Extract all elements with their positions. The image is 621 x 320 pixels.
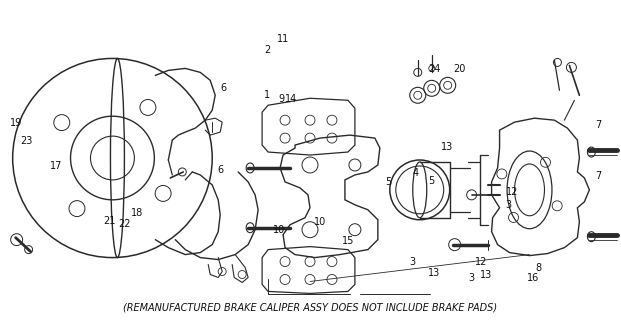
Text: 5: 5 (428, 176, 435, 186)
Text: 10: 10 (273, 225, 286, 235)
Text: 17: 17 (50, 161, 63, 172)
Text: 13: 13 (428, 268, 440, 278)
Text: 3: 3 (410, 257, 416, 267)
Text: 3: 3 (468, 273, 474, 283)
Text: 4: 4 (413, 168, 419, 178)
Text: 7: 7 (596, 171, 602, 181)
Text: 14: 14 (284, 94, 297, 104)
Text: 6: 6 (217, 164, 224, 174)
Text: 15: 15 (342, 236, 354, 246)
Text: 18: 18 (131, 208, 143, 218)
Text: 23: 23 (20, 136, 33, 146)
Text: 3: 3 (505, 200, 512, 210)
Text: 24: 24 (428, 64, 441, 74)
Text: 12: 12 (505, 187, 518, 197)
Text: 10: 10 (314, 217, 326, 227)
Text: 6: 6 (220, 83, 227, 93)
Text: 21: 21 (103, 216, 116, 226)
Text: 12: 12 (474, 257, 487, 267)
Text: (REMANUFACTURED BRAKE CALIPER ASSY DOES NOT INCLUDE BRAKE PADS): (REMANUFACTURED BRAKE CALIPER ASSY DOES … (123, 302, 497, 312)
Text: 7: 7 (596, 120, 602, 130)
Text: 9: 9 (278, 94, 284, 104)
Text: 11: 11 (276, 34, 289, 44)
Text: 16: 16 (527, 273, 540, 283)
Text: 8: 8 (535, 263, 542, 273)
Text: 13: 13 (441, 142, 453, 152)
Text: 13: 13 (480, 270, 492, 280)
Text: 5: 5 (385, 177, 391, 187)
Text: 22: 22 (119, 219, 131, 229)
Text: 19: 19 (10, 118, 22, 128)
Text: 20: 20 (453, 64, 465, 74)
Text: 1: 1 (264, 90, 270, 100)
Text: 2: 2 (264, 45, 270, 55)
